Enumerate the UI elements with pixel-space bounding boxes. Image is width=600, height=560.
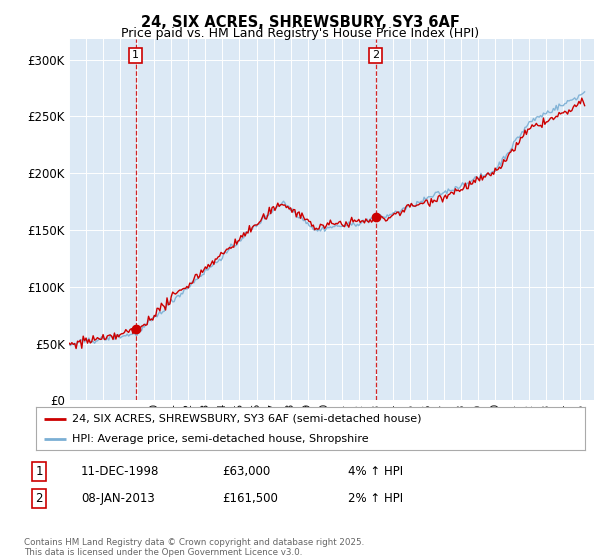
Text: HPI: Average price, semi-detached house, Shropshire: HPI: Average price, semi-detached house,… bbox=[71, 434, 368, 444]
Text: £63,000: £63,000 bbox=[222, 465, 270, 478]
Text: 11-DEC-1998: 11-DEC-1998 bbox=[81, 465, 160, 478]
Text: Price paid vs. HM Land Registry's House Price Index (HPI): Price paid vs. HM Land Registry's House … bbox=[121, 27, 479, 40]
Text: 08-JAN-2013: 08-JAN-2013 bbox=[81, 492, 155, 505]
Text: 2: 2 bbox=[35, 492, 43, 505]
Text: 1: 1 bbox=[35, 465, 43, 478]
Text: Contains HM Land Registry data © Crown copyright and database right 2025.
This d: Contains HM Land Registry data © Crown c… bbox=[24, 538, 364, 557]
Text: 4% ↑ HPI: 4% ↑ HPI bbox=[348, 465, 403, 478]
Text: 24, SIX ACRES, SHREWSBURY, SY3 6AF (semi-detached house): 24, SIX ACRES, SHREWSBURY, SY3 6AF (semi… bbox=[71, 414, 421, 423]
Text: £161,500: £161,500 bbox=[222, 492, 278, 505]
Text: 1: 1 bbox=[132, 50, 139, 60]
Text: 2: 2 bbox=[372, 50, 379, 60]
Text: 24, SIX ACRES, SHREWSBURY, SY3 6AF: 24, SIX ACRES, SHREWSBURY, SY3 6AF bbox=[140, 15, 460, 30]
Text: 2% ↑ HPI: 2% ↑ HPI bbox=[348, 492, 403, 505]
